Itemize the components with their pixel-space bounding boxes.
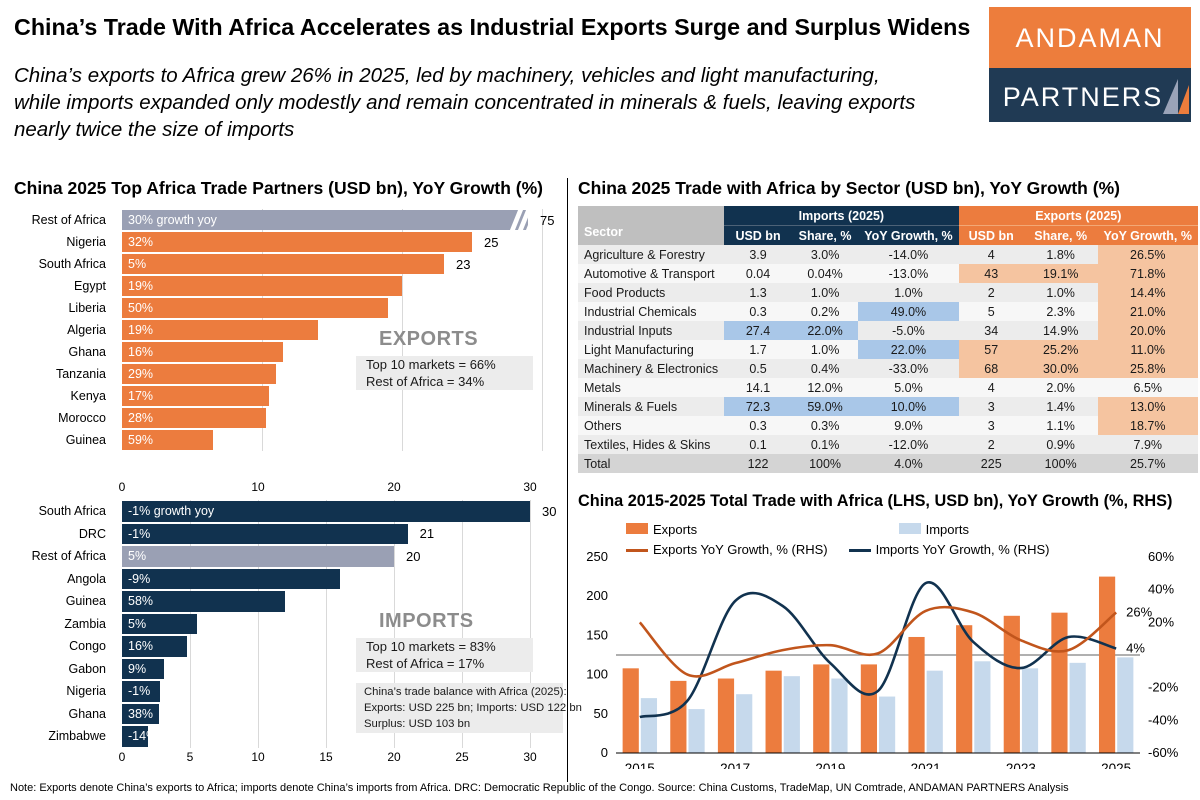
svg-text:150: 150 xyxy=(586,627,608,642)
svg-text:4%: 4% xyxy=(1126,640,1145,655)
svg-text:20%: 20% xyxy=(1148,614,1174,629)
svg-text:-20%: -20% xyxy=(1148,680,1179,695)
svg-text:0: 0 xyxy=(601,745,608,760)
svg-text:2019: 2019 xyxy=(815,761,845,769)
svg-text:50: 50 xyxy=(594,706,608,721)
svg-text:2021: 2021 xyxy=(911,761,941,769)
svg-text:ANDAMAN: ANDAMAN xyxy=(1015,23,1164,53)
svg-text:2023: 2023 xyxy=(1006,761,1036,769)
svg-text:PARTNERS: PARTNERS xyxy=(1003,82,1164,112)
svg-text:2015: 2015 xyxy=(625,761,655,769)
svg-text:100: 100 xyxy=(586,667,608,682)
svg-text:200: 200 xyxy=(586,588,608,603)
svg-text:60%: 60% xyxy=(1148,549,1174,564)
svg-text:2025: 2025 xyxy=(1101,761,1131,769)
svg-text:40%: 40% xyxy=(1148,582,1174,597)
svg-text:-40%: -40% xyxy=(1148,712,1179,727)
svg-text:-60%: -60% xyxy=(1148,745,1179,760)
svg-text:250: 250 xyxy=(586,549,608,564)
svg-text:2017: 2017 xyxy=(720,761,750,769)
